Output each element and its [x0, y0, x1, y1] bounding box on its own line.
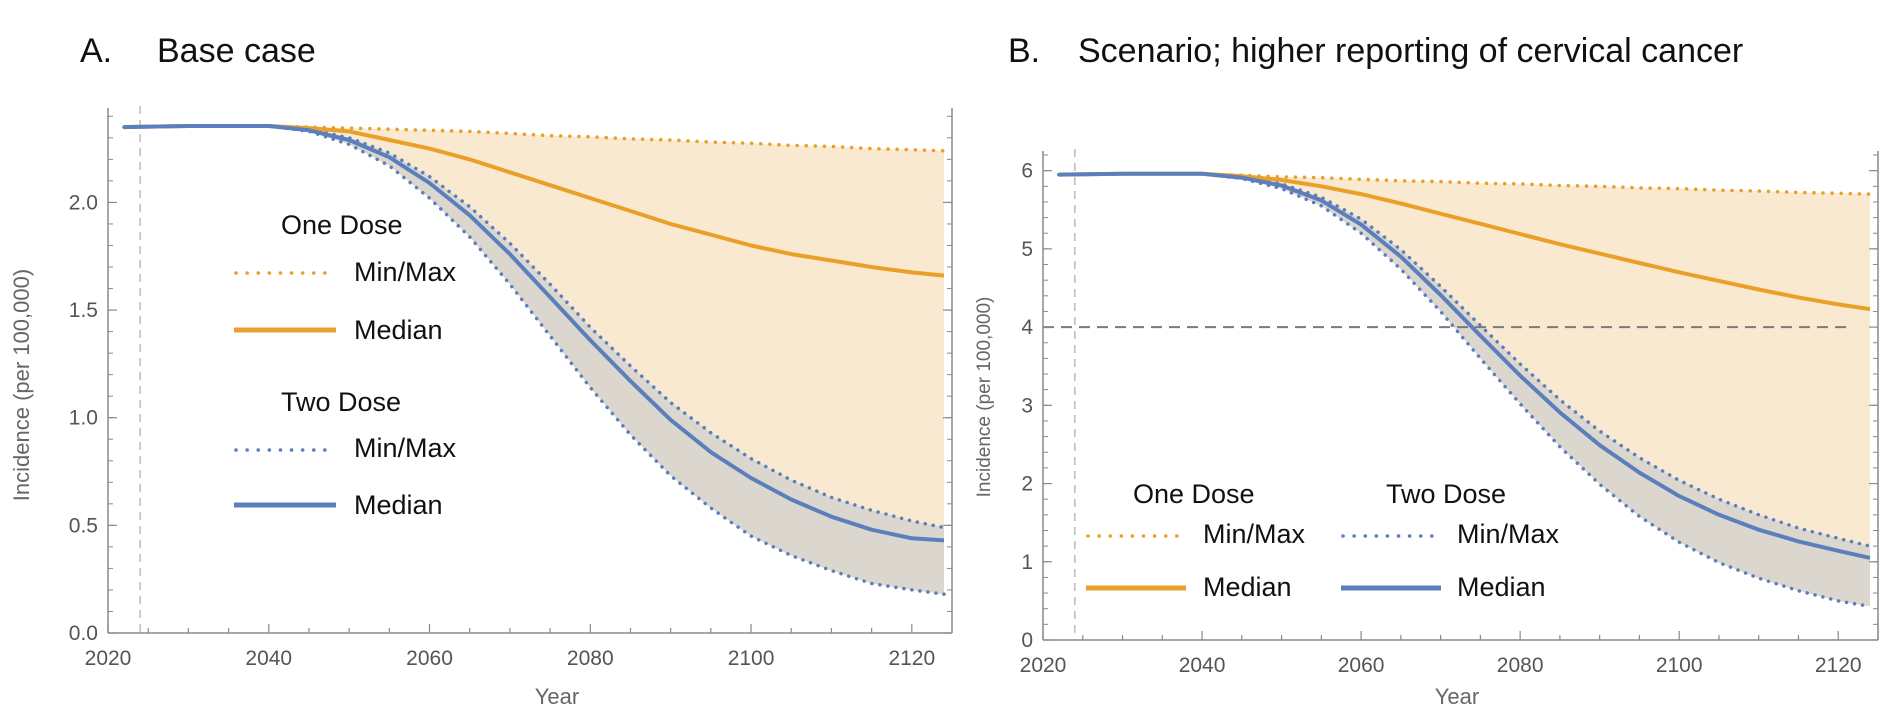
legend-label-one-dose-minmax: Min/Max [1203, 519, 1306, 549]
panel-b-x-axis-label: Year [1435, 684, 1479, 709]
panel-a: A. Base case 2020 2040 2060 2080 2100 2120 0.… [9, 32, 953, 709]
series-line-one-dose-min-two-dose-max [1057, 172, 1872, 548]
y-tick-label: 2 [1021, 473, 1033, 496]
x-tick-label: 2020 [1020, 654, 1067, 677]
x-tick-label: 2060 [406, 647, 453, 670]
legend-heading-one-dose: One Dose [1133, 479, 1255, 509]
legend-label-one-dose-median: Median [1203, 572, 1292, 602]
panel-b-bands [1058, 173, 1870, 607]
panel-b-y-axis-label: Incidence (per 100,000) [974, 297, 995, 498]
panel-a-series-lines [122, 124, 946, 596]
legend-label-two-dose-minmax: Min/Max [1457, 519, 1560, 549]
x-tick-label: 2120 [888, 647, 935, 670]
panel-a-bands [124, 126, 945, 595]
band-one-dose-range [124, 126, 945, 528]
panel-b-letter: B. [1008, 32, 1040, 70]
legend-heading-two-dose: Two Dose [1386, 479, 1506, 509]
panel-a-x-ticks: 2020 2040 2060 2080 2100 2120 [85, 624, 953, 670]
band-two-dose-range [1058, 173, 1870, 607]
y-tick-label: 4 [1021, 316, 1033, 339]
legend-label-two-dose-median: Median [1457, 572, 1546, 602]
series-line-two-dose-median [124, 124, 945, 543]
x-tick-label: 2100 [1656, 654, 1703, 677]
legend-label-two-dose-median: Median [354, 490, 443, 520]
legend-label-one-dose-median: Median [354, 315, 443, 345]
series-line-one-dose-median [124, 124, 945, 278]
panel-b-y-ticks: 0 1 2 3 4 5 6 [1021, 154, 1878, 652]
y-tick-label: 2.0 [69, 191, 98, 214]
series-line-one-dose-min-two-dose-max [122, 124, 946, 530]
legend-label-two-dose-minmax: Min/Max [354, 433, 457, 463]
y-tick-label: 3 [1021, 394, 1033, 417]
panel-b: B. Scenario; higher reporting of cervica… [974, 32, 1879, 709]
band-one-dose-range [1058, 173, 1870, 547]
panel-a-title: Base case [157, 32, 316, 70]
panel-a-x-axis-label: Year [535, 684, 579, 709]
x-tick-label: 2120 [1815, 654, 1862, 677]
panel-b-title: Scenario; higher reporting of cervical c… [1078, 32, 1743, 70]
y-tick-label: 0.5 [69, 514, 98, 537]
x-tick-label: 2100 [728, 647, 775, 670]
panel-a-y-axis-label: Incidence (per 100,000) [9, 269, 34, 501]
y-tick-label: 6 [1021, 160, 1033, 183]
y-tick-label: 1.0 [69, 407, 98, 430]
x-tick-label: 2080 [567, 647, 614, 670]
series-line-two-dose-median [1058, 171, 1871, 560]
series-line-two-dose-min [122, 124, 946, 596]
panel-b-axes [1042, 151, 1879, 641]
panel-b-series-lines [1057, 171, 1872, 609]
y-tick-label: 1.5 [69, 299, 98, 322]
band-two-dose-range [124, 126, 945, 595]
x-tick-label: 2060 [1338, 654, 1385, 677]
y-tick-label: 1 [1021, 551, 1033, 574]
panel-a-y-ticks: 0.0 0.5 1.0 1.5 2.0 [69, 115, 952, 645]
x-tick-label: 2040 [1179, 654, 1226, 677]
series-line-two-dose-min [1057, 172, 1872, 609]
legend-label-one-dose-minmax: Min/Max [354, 257, 457, 287]
panel-b-reference-lines [1043, 149, 1850, 640]
y-tick-label: 0.0 [69, 622, 98, 645]
panel-a-letter: A. [80, 32, 112, 70]
series-line-one-dose-median [1058, 171, 1871, 312]
panel-a-legend: One Dose Min/Max Median Two Dose Min/Max… [234, 210, 457, 520]
y-tick-label: 0 [1021, 629, 1033, 652]
y-tick-label: 5 [1021, 238, 1033, 261]
legend-heading-two-dose: Two Dose [281, 387, 401, 417]
legend-heading-one-dose: One Dose [281, 210, 403, 240]
x-tick-label: 2080 [1497, 654, 1544, 677]
panel-b-legend: One Dose Min/Max Median Two Dose Min/Max… [1086, 479, 1560, 602]
x-tick-label: 2040 [245, 647, 292, 670]
panel-a-axes [107, 108, 953, 634]
panel-b-x-ticks: 2020 2040 2060 2080 2100 2120 [1020, 631, 1879, 677]
x-tick-label: 2020 [85, 647, 132, 670]
